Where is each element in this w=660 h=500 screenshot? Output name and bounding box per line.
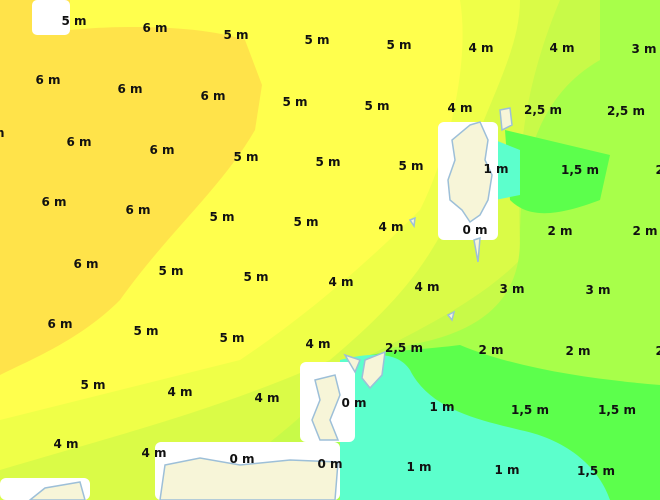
wave-height-label: 3 m <box>631 42 657 56</box>
wave-height-label: 1 m <box>406 460 432 474</box>
wave-height-label: 4 m <box>328 275 354 289</box>
wave-height-label: 4 m <box>254 391 280 405</box>
wave-height-label: 2 m <box>655 163 660 177</box>
wave-height-label: 6 m <box>142 21 168 35</box>
wave-height-label: 1,5 m <box>561 163 599 177</box>
wave-height-label: 3 m <box>585 283 611 297</box>
wave-height-label: 5 m <box>243 270 269 284</box>
wave-height-label: 1 m <box>429 400 455 414</box>
wave-height-label: 1 m <box>494 463 520 477</box>
wave-height-label: 2 m <box>655 344 660 358</box>
wave-height-label: 5 m <box>304 33 330 47</box>
wave-height-label: 1,5 m <box>511 403 549 417</box>
wave-height-label: 2 m <box>632 224 658 238</box>
wave-height-label: 6 m <box>149 143 175 157</box>
zone-6m <box>0 0 262 375</box>
wave-height-label: 4 m <box>378 220 404 234</box>
wave-height-label: 5 m <box>398 159 424 173</box>
wave-height-label: 5 m <box>133 324 159 338</box>
island-orkney <box>311 350 386 441</box>
wave-height-label: 5 m <box>61 14 87 28</box>
wave-height-label: 6 m <box>117 82 143 96</box>
wave-height-label: 5 m <box>282 95 308 109</box>
wave-height-label: 6 m <box>41 195 67 209</box>
zone-0m-a <box>32 0 70 35</box>
wave-height-label: 0 m <box>462 223 488 237</box>
wave-height-label: 0 m <box>229 452 255 466</box>
wave-height-label: 2 m <box>565 344 591 358</box>
wave-height-label: 1,5 m <box>598 403 636 417</box>
wave-height-label: 4 m <box>414 280 440 294</box>
land-mainland <box>28 457 339 500</box>
wave-height-label: 5 m <box>364 99 390 113</box>
wave-height-label: 5 m <box>209 210 235 224</box>
wave-height-label: 6 m <box>125 203 151 217</box>
wave-height-label: 4 m <box>305 337 331 351</box>
wave-height-label: 6 m <box>66 135 92 149</box>
wave-height-label: 6 m <box>73 257 99 271</box>
wave-height-label: 2,5 m <box>524 103 562 117</box>
wave-height-label: 1,5 m <box>577 464 615 478</box>
wave-height-label: 6 m <box>47 317 73 331</box>
wave-height-label: 2,5 m <box>607 104 645 118</box>
wave-height-label: 5 m <box>386 38 412 52</box>
wave-height-label: 5 m <box>223 28 249 42</box>
wave-height-label: 6 m <box>35 73 61 87</box>
wave-height-label: 3 m <box>499 282 525 296</box>
wave-height-label: 2,5 m <box>385 341 423 355</box>
island-fair-isle <box>408 216 456 322</box>
wave-height-label: 5 m <box>80 378 106 392</box>
wave-height-label: 0 m <box>341 396 367 410</box>
wave-height-label: 4 m <box>53 437 79 451</box>
wave-height-label: 5 m <box>233 150 259 164</box>
wave-height-label: 1 m <box>483 162 509 176</box>
wave-height-label: 5 m <box>315 155 341 169</box>
wave-height-label: 5 m <box>293 215 319 229</box>
wave-height-label: 6 m <box>200 89 226 103</box>
zone-1m <box>340 140 610 500</box>
island-shetland <box>447 107 513 263</box>
wave-height-label: 2 m <box>478 343 504 357</box>
wave-height-label: 4 m <box>549 41 575 55</box>
wave-height-label: 5 m <box>219 331 245 345</box>
wave-height-label: 5 m <box>158 264 184 278</box>
wave-height-label: 4 m <box>141 446 167 460</box>
wave-height-label: 6 m <box>0 126 5 140</box>
wave-height-label: 2 m <box>547 224 573 238</box>
wave-height-label: 4 m <box>167 385 193 399</box>
wave-height-label: 0 m <box>317 457 343 471</box>
wave-height-label: 4 m <box>447 101 473 115</box>
wave-height-label: 4 m <box>468 41 494 55</box>
